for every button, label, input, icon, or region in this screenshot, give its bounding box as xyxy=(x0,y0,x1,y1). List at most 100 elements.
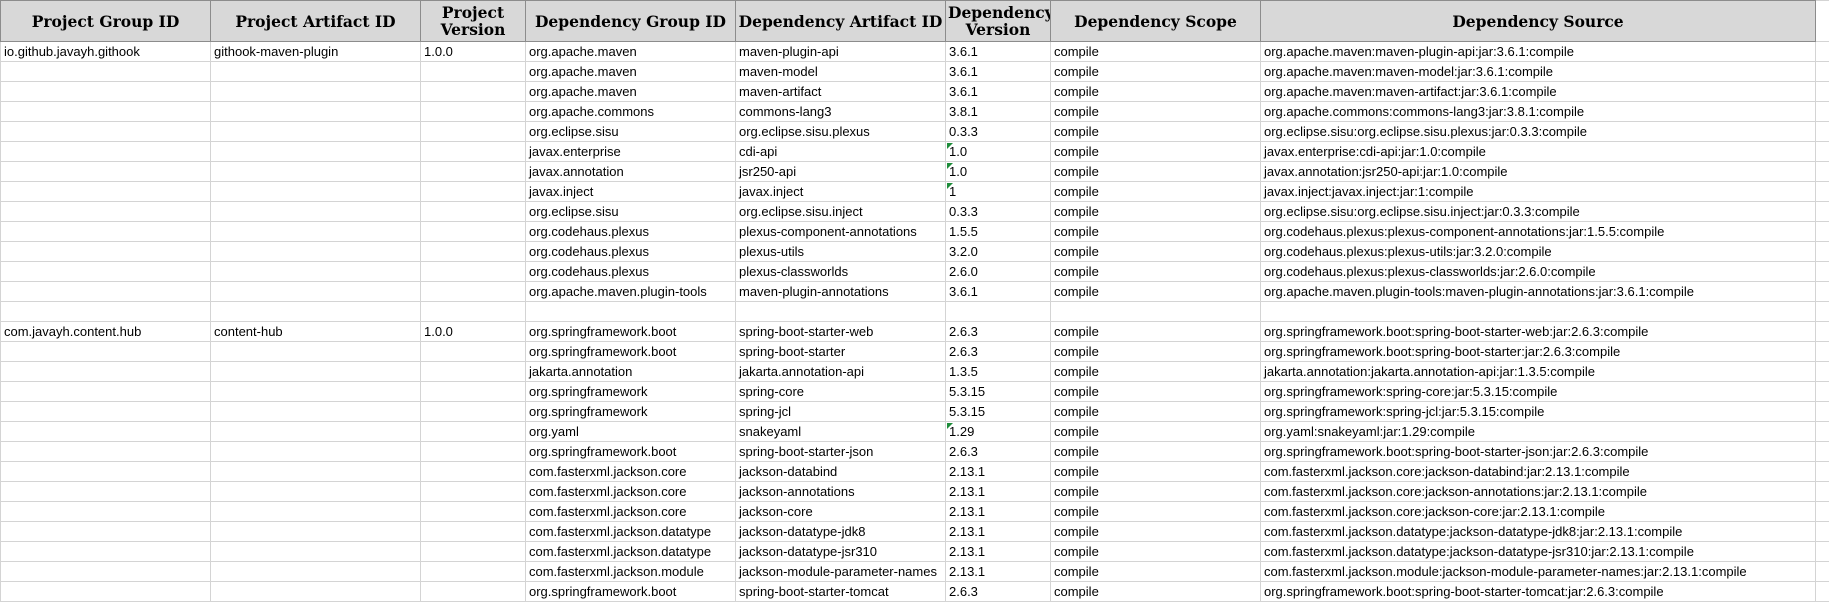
dependency-version-cell[interactable]: 3.8.1 xyxy=(945,101,1051,122)
dependency-scope-cell[interactable]: compile xyxy=(1050,581,1261,602)
dependency-version-cell[interactable]: 1.0 xyxy=(945,141,1051,162)
project-version-cell[interactable] xyxy=(420,141,526,162)
project-artifact-id-cell[interactable] xyxy=(210,421,421,442)
dependency-scope-cell[interactable]: compile xyxy=(1050,521,1261,542)
project-version-cell[interactable] xyxy=(420,81,526,102)
dependency-group-id-cell[interactable]: com.fasterxml.jackson.core xyxy=(525,461,736,482)
dependency-source-cell[interactable]: org.codehaus.plexus:plexus-classworlds:j… xyxy=(1260,261,1816,282)
project-version-cell[interactable] xyxy=(420,461,526,482)
dependency-artifact-id-cell[interactable]: jsr250-api xyxy=(735,161,946,182)
dependency-group-id-cell[interactable]: com.fasterxml.jackson.datatype xyxy=(525,541,736,562)
empty-cell[interactable] xyxy=(1815,581,1829,602)
dependency-group-id-cell[interactable]: org.codehaus.plexus xyxy=(525,241,736,262)
project-group-id-cell[interactable] xyxy=(0,141,211,162)
project-version-cell[interactable] xyxy=(420,281,526,302)
dependency-group-id-cell[interactable]: org.springframework xyxy=(525,401,736,422)
dependency-artifact-id-cell[interactable]: jackson-core xyxy=(735,501,946,522)
dependency-scope-cell[interactable]: compile xyxy=(1050,341,1261,362)
header-project-version[interactable]: Project Version xyxy=(420,0,526,42)
empty-cell[interactable] xyxy=(1815,381,1829,402)
dependency-group-id-cell[interactable] xyxy=(525,301,736,322)
project-artifact-id-cell[interactable] xyxy=(210,461,421,482)
empty-cell[interactable] xyxy=(1815,421,1829,442)
dependency-artifact-id-cell[interactable]: spring-boot-starter-web xyxy=(735,321,946,342)
dependency-source-cell[interactable]: org.apache.maven.plugin-tools:maven-plug… xyxy=(1260,281,1816,302)
project-group-id-cell[interactable] xyxy=(0,421,211,442)
dependency-scope-cell[interactable]: compile xyxy=(1050,61,1261,82)
dependency-group-id-cell[interactable]: org.codehaus.plexus xyxy=(525,221,736,242)
project-version-cell[interactable]: 1.0.0 xyxy=(420,321,526,342)
dependency-group-id-cell[interactable]: org.springframework.boot xyxy=(525,441,736,462)
dependency-version-cell[interactable]: 5.3.15 xyxy=(945,381,1051,402)
header-empty-cell[interactable] xyxy=(1815,0,1829,42)
dependency-group-id-cell[interactable]: org.yaml xyxy=(525,421,736,442)
dependency-scope-cell[interactable]: compile xyxy=(1050,181,1261,202)
empty-cell[interactable] xyxy=(1815,541,1829,562)
project-group-id-cell[interactable] xyxy=(0,561,211,582)
project-artifact-id-cell[interactable] xyxy=(210,581,421,602)
dependency-version-cell[interactable]: 2.6.3 xyxy=(945,321,1051,342)
empty-cell[interactable] xyxy=(1815,81,1829,102)
project-group-id-cell[interactable] xyxy=(0,481,211,502)
dependency-artifact-id-cell[interactable]: spring-core xyxy=(735,381,946,402)
dependency-source-cell[interactable]: org.springframework.boot:spring-boot-sta… xyxy=(1260,581,1816,602)
dependency-version-cell[interactable]: 1 xyxy=(945,181,1051,202)
dependency-artifact-id-cell[interactable]: jackson-datatype-jdk8 xyxy=(735,521,946,542)
dependency-source-cell[interactable]: org.apache.maven:maven-artifact:jar:3.6.… xyxy=(1260,81,1816,102)
project-version-cell[interactable] xyxy=(420,561,526,582)
project-group-id-cell[interactable] xyxy=(0,521,211,542)
project-artifact-id-cell[interactable] xyxy=(210,61,421,82)
dependency-version-cell[interactable]: 1.5.5 xyxy=(945,221,1051,242)
project-artifact-id-cell[interactable] xyxy=(210,81,421,102)
empty-cell[interactable] xyxy=(1815,441,1829,462)
dependency-group-id-cell[interactable]: javax.enterprise xyxy=(525,141,736,162)
dependency-scope-cell[interactable]: compile xyxy=(1050,221,1261,242)
project-version-cell[interactable] xyxy=(420,401,526,422)
project-artifact-id-cell[interactable] xyxy=(210,261,421,282)
project-artifact-id-cell[interactable] xyxy=(210,481,421,502)
dependency-scope-cell[interactable]: compile xyxy=(1050,241,1261,262)
empty-cell[interactable] xyxy=(1815,561,1829,582)
project-artifact-id-cell[interactable]: githook-maven-plugin xyxy=(210,41,421,62)
project-group-id-cell[interactable] xyxy=(0,501,211,522)
dependency-source-cell[interactable]: org.codehaus.plexus:plexus-component-ann… xyxy=(1260,221,1816,242)
empty-cell[interactable] xyxy=(1815,41,1829,62)
project-version-cell[interactable] xyxy=(420,241,526,262)
dependency-source-cell[interactable]: jakarta.annotation:jakarta.annotation-ap… xyxy=(1260,361,1816,382)
project-group-id-cell[interactable] xyxy=(0,61,211,82)
dependency-source-cell[interactable]: javax.annotation:jsr250-api:jar:1.0:comp… xyxy=(1260,161,1816,182)
empty-cell[interactable] xyxy=(1815,281,1829,302)
dependency-version-cell[interactable]: 2.13.1 xyxy=(945,521,1051,542)
project-version-cell[interactable] xyxy=(420,101,526,122)
dependency-version-cell[interactable]: 2.13.1 xyxy=(945,501,1051,522)
project-group-id-cell[interactable] xyxy=(0,201,211,222)
dependency-source-cell[interactable]: org.eclipse.sisu:org.eclipse.sisu.inject… xyxy=(1260,201,1816,222)
dependency-scope-cell[interactable]: compile xyxy=(1050,101,1261,122)
header-dependency-group-id[interactable]: Dependency Group ID xyxy=(525,0,736,42)
project-version-cell[interactable]: 1.0.0 xyxy=(420,41,526,62)
dependency-source-cell[interactable]: org.springframework.boot:spring-boot-sta… xyxy=(1260,321,1816,342)
empty-cell[interactable] xyxy=(1815,101,1829,122)
dependency-group-id-cell[interactable]: org.apache.maven.plugin-tools xyxy=(525,281,736,302)
dependency-version-cell[interactable]: 2.13.1 xyxy=(945,561,1051,582)
header-project-artifact-id[interactable]: Project Artifact ID xyxy=(210,0,421,42)
empty-cell[interactable] xyxy=(1815,61,1829,82)
dependency-scope-cell[interactable]: compile xyxy=(1050,421,1261,442)
dependency-source-cell[interactable]: org.apache.maven:maven-plugin-api:jar:3.… xyxy=(1260,41,1816,62)
project-group-id-cell[interactable] xyxy=(0,381,211,402)
dependency-artifact-id-cell[interactable]: spring-jcl xyxy=(735,401,946,422)
project-group-id-cell[interactable] xyxy=(0,541,211,562)
dependency-group-id-cell[interactable]: com.fasterxml.jackson.module xyxy=(525,561,736,582)
dependency-group-id-cell[interactable]: org.apache.maven xyxy=(525,41,736,62)
dependency-artifact-id-cell[interactable]: spring-boot-starter-tomcat xyxy=(735,581,946,602)
project-group-id-cell[interactable] xyxy=(0,181,211,202)
project-group-id-cell[interactable] xyxy=(0,401,211,422)
dependency-scope-cell[interactable]: compile xyxy=(1050,121,1261,142)
dependency-scope-cell[interactable]: compile xyxy=(1050,381,1261,402)
dependency-artifact-id-cell[interactable]: jakarta.annotation-api xyxy=(735,361,946,382)
empty-cell[interactable] xyxy=(1815,161,1829,182)
dependency-group-id-cell[interactable]: com.fasterxml.jackson.core xyxy=(525,481,736,502)
empty-cell[interactable] xyxy=(1815,461,1829,482)
dependency-artifact-id-cell[interactable]: maven-plugin-api xyxy=(735,41,946,62)
dependency-group-id-cell[interactable]: org.apache.maven xyxy=(525,61,736,82)
